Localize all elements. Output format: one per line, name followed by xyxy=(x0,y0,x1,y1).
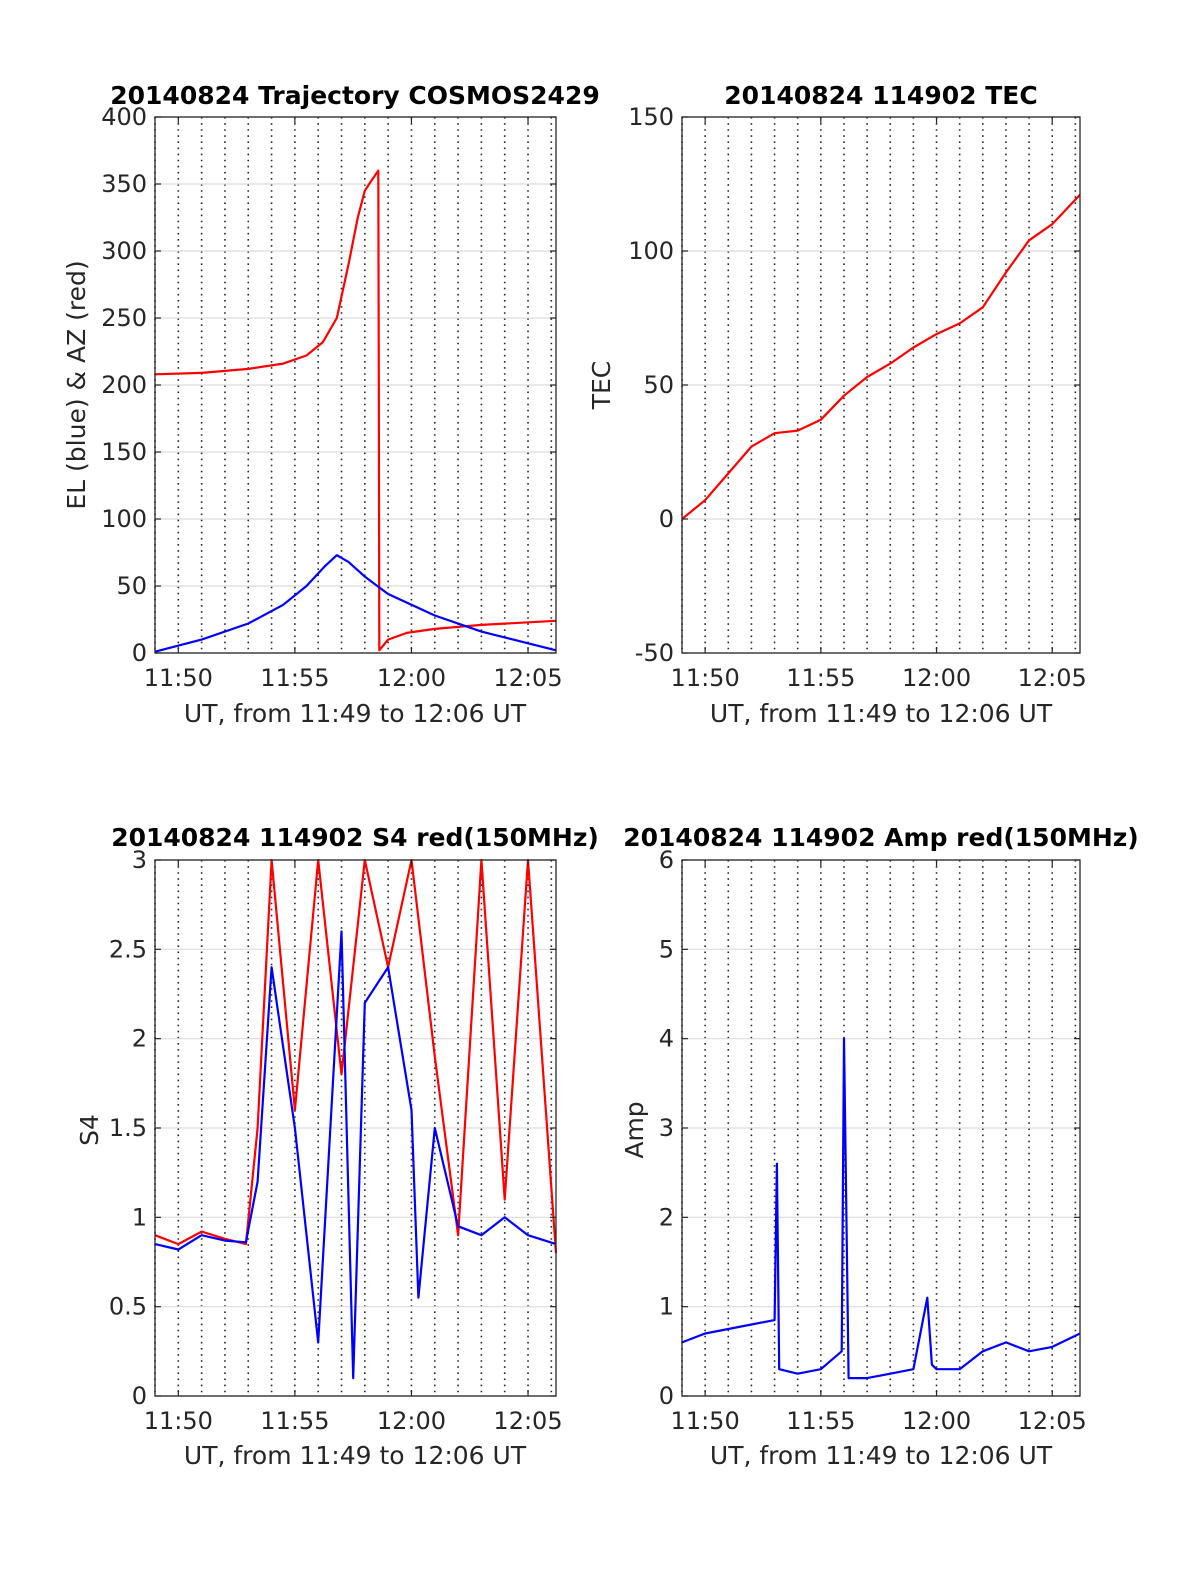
trajectory-chart-title: 20140824 Trajectory COSMOS2429 xyxy=(110,81,600,110)
trajectory-series-1-line xyxy=(154,169,557,652)
amp-ticks: 11:50 11:55 12:00 12:05 0 1 2 3 4 5 6 xyxy=(659,846,1087,1435)
trajectory-panel: 20140824 Trajectory COSMOS2429 UT, from … xyxy=(62,81,600,728)
amp-y-tick-label: 6 xyxy=(659,846,674,874)
trajectory-y-tick-label: 150 xyxy=(101,438,147,466)
amp-series-1-line xyxy=(681,1037,1081,1380)
s4-chart-title: 20140824 114902 S4 red(150MHz) xyxy=(111,823,599,852)
tec-x-tick-label: 12:00 xyxy=(902,664,971,692)
amp-y-tick-label: 3 xyxy=(659,1114,674,1142)
tec-series-group xyxy=(681,193,1081,520)
amp-y-tick-label: 5 xyxy=(659,935,674,963)
s4-x-tick-label: 11:55 xyxy=(260,1407,329,1435)
amp-x-tick-label: 12:00 xyxy=(902,1407,971,1435)
trajectory-y-axis-label: EL (blue) & AZ (red) xyxy=(62,260,91,509)
trajectory-x-tick-label: 12:05 xyxy=(493,664,562,692)
tec-y-axis-label: TEC xyxy=(587,361,616,411)
s4-y-tick-label: 2.5 xyxy=(109,935,147,963)
trajectory-ticks: 11:50 11:55 12:00 12:05 0 50 100 150 200 250 300 35… xyxy=(101,103,562,692)
s4-y-tick-label: 2 xyxy=(132,1025,147,1053)
trajectory-y-tick-label: 200 xyxy=(101,371,147,399)
tec-ticks: 11:50 11:55 12:00 12:05 -50 0 50 100 150 xyxy=(628,103,1087,692)
trajectory-y-tick-label: 250 xyxy=(101,304,147,332)
s4-x-tick-label: 12:00 xyxy=(377,1407,446,1435)
tec-y-tick-label: -50 xyxy=(635,639,674,667)
amp-x-tick-label: 11:50 xyxy=(671,1407,740,1435)
tec-y-tick-label: 50 xyxy=(643,371,674,399)
trajectory-x-tick-label: 11:55 xyxy=(260,664,329,692)
amp-x-axis-label: UT, from 11:49 to 12:06 UT xyxy=(710,1441,1053,1470)
trajectory-series-group xyxy=(154,169,557,653)
s4-y-tick-label: 0 xyxy=(132,1382,147,1410)
trajectory-y-tick-label: 100 xyxy=(101,505,147,533)
trajectory-y-tick-label: 350 xyxy=(101,170,147,198)
amp-y-tick-label: 4 xyxy=(659,1025,674,1053)
amp-y-axis-label: Amp xyxy=(620,1101,649,1158)
trajectory-y-tick-label: 400 xyxy=(101,103,147,131)
tec-y-tick-label: 100 xyxy=(628,237,674,265)
amp-panel: 20140824 114902 Amp red(150MHz) UT, from… xyxy=(620,823,1139,1470)
s4-y-tick-label: 1.5 xyxy=(109,1114,147,1142)
trajectory-x-tick-label: 12:00 xyxy=(377,664,446,692)
trajectory-y-tick-label: 0 xyxy=(132,639,147,667)
amp-x-tick-label: 12:05 xyxy=(1018,1407,1087,1435)
amp-series-group xyxy=(681,1037,1081,1380)
tec-panel: 20140824 114902 TEC UT, from 11:49 to 12… xyxy=(587,81,1087,728)
s4-x-tick-label: 11:50 xyxy=(144,1407,213,1435)
trajectory-x-tick-label: 11:50 xyxy=(144,664,213,692)
amp-y-tick-label: 2 xyxy=(659,1203,674,1231)
s4-y-axis-label: S4 xyxy=(75,1114,104,1146)
tec-x-tick-label: 12:05 xyxy=(1018,664,1087,692)
s4-y-tick-label: 3 xyxy=(132,846,147,874)
amp-y-tick-label: 1 xyxy=(659,1293,674,1321)
tec-y-tick-label: 150 xyxy=(628,103,674,131)
s4-y-tick-label: 0.5 xyxy=(109,1293,147,1321)
tec-x-tick-label: 11:50 xyxy=(671,664,740,692)
amp-x-tick-label: 11:55 xyxy=(786,1407,855,1435)
tec-y-tick-label: 0 xyxy=(659,505,674,533)
s4-ticks: 11:50 11:55 12:00 12:05 0 0.5 1 1.5 2 2.5 3 xyxy=(109,846,563,1435)
tec-series-1-line xyxy=(681,193,1081,520)
tec-x-tick-label: 11:55 xyxy=(786,664,855,692)
s4-series-2-line xyxy=(154,930,557,1380)
trajectory-series-2-line xyxy=(154,554,557,653)
trajectory-y-tick-label: 300 xyxy=(101,237,147,265)
s4-x-axis-label: UT, from 11:49 to 12:06 UT xyxy=(184,1441,527,1470)
amp-grid xyxy=(681,859,1080,1397)
s4-panel: 20140824 114902 S4 red(150MHz) UT, from … xyxy=(75,823,599,1470)
amp-chart-title: 20140824 114902 Amp red(150MHz) xyxy=(623,823,1139,852)
s4-x-tick-label: 12:05 xyxy=(493,1407,562,1435)
tec-chart-title: 20140824 114902 TEC xyxy=(724,81,1037,110)
trajectory-y-tick-label: 50 xyxy=(116,572,147,600)
amp-y-tick-label: 0 xyxy=(659,1382,674,1410)
s4-y-tick-label: 1 xyxy=(132,1203,147,1231)
tec-x-axis-label: UT, from 11:49 to 12:06 UT xyxy=(710,699,1053,728)
trajectory-x-axis-label: UT, from 11:49 to 12:06 UT xyxy=(184,699,527,728)
